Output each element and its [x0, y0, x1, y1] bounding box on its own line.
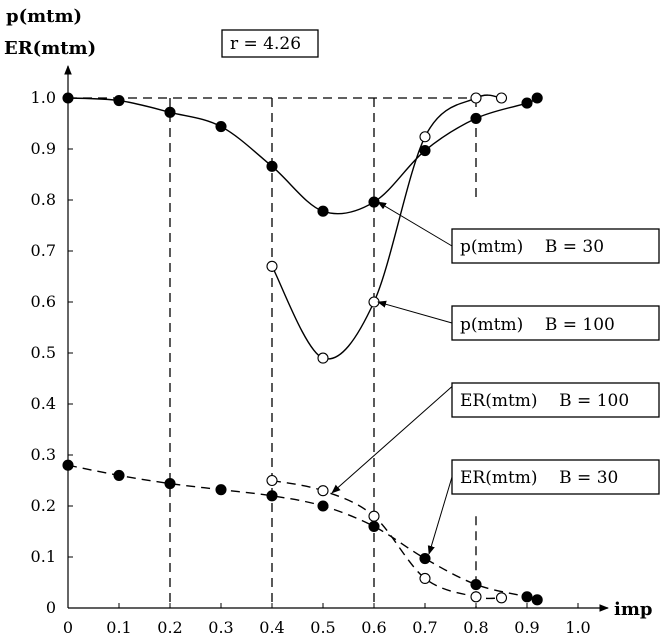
series-er-mtm-b100-legend-label: ER(mtm) B = 100	[460, 391, 629, 411]
tick-labels: 0 0.1 0.2 0.3 0.4 0.5 0.6 0.7 0.8 0.9 1.0 0 0.1 0.2 0.…	[31, 88, 591, 637]
series-p-mtm-b30-point	[62, 92, 74, 104]
series-p-mtm-b30-point	[317, 205, 329, 217]
annotation-box	[221, 29, 319, 58]
y-tick-label: 0.6	[31, 292, 56, 311]
series-p-mtm-b30-point	[215, 121, 227, 133]
y-tick-label: 1.0	[31, 88, 56, 107]
series-p-mtm-b100-legend-box	[451, 305, 660, 341]
y-tick-label: 0.8	[31, 190, 56, 209]
x-tick-label: 0	[63, 618, 73, 637]
annotation-text: r = 4.26	[230, 34, 301, 54]
series-er-mtm-b30-point	[531, 594, 543, 606]
series-p-mtm-b30-line	[67, 97, 538, 215]
series-p-mtm-b30-point	[521, 97, 533, 109]
series-er-mtm-b30-point	[266, 490, 278, 502]
axes	[64, 65, 609, 612]
y-tick-label: 0.9	[31, 139, 56, 158]
series-p-mtm-b30-legend-box	[451, 228, 660, 264]
y-tick-label: 0.4	[31, 394, 56, 413]
y-tick-label: 0	[46, 598, 56, 617]
series-p-mtm-b100-point	[495, 92, 508, 104]
series-lines	[67, 94, 538, 601]
series-er-mtm-b100-point	[368, 510, 380, 522]
series-er-mtm-b30-point	[419, 552, 431, 565]
series-p-mtm-b100-legend-label: p(mtm) B = 100	[460, 315, 615, 335]
series-p-mtm-b30-point	[266, 160, 278, 172]
series-er-mtm-b30-point	[164, 478, 176, 490]
series-er-mtm-b100-point	[266, 474, 278, 487]
series-er-mtm-b30-point	[113, 469, 125, 481]
y-tick-label: 0.7	[31, 241, 56, 260]
x-tick-label: 0.1	[106, 618, 131, 637]
y-axis-title-bottom: ER(mtm)	[4, 38, 96, 59]
series-p-mtm-b30-point	[419, 144, 431, 157]
series-p-mtm-b100-point	[470, 92, 482, 104]
series-points	[62, 92, 543, 606]
series-p-mtm-b30-point	[368, 196, 380, 208]
series-er-mtm-b30-point	[521, 591, 533, 603]
y-tick-label: 0.3	[31, 445, 56, 464]
series-er-mtm-b30-point	[470, 578, 482, 591]
series-er-mtm-b30-point	[368, 520, 380, 532]
x-tick-label: 0.6	[361, 618, 386, 637]
series-p-mtm-b100-pointer	[377, 300, 453, 324]
y-tick-label: 0.5	[31, 343, 56, 362]
series-er-mtm-b30-point	[215, 484, 227, 496]
series-er-mtm-b100-point	[470, 591, 482, 603]
series-er-mtm-b100-pointer	[331, 382, 457, 494]
x-tick-label: 0.5	[310, 618, 335, 637]
x-tick-label: 0.8	[463, 618, 488, 637]
series-p-mtm-b30-point	[164, 106, 176, 118]
series-p-mtm-b30-pointer	[377, 201, 453, 247]
y-axis-title-top: p(mtm)	[6, 6, 82, 27]
series-er-mtm-b100-point	[495, 592, 508, 604]
x-tick-label: 0.2	[157, 618, 182, 637]
series-er-mtm-b30-legend-label: ER(mtm) B = 30	[460, 468, 618, 488]
series-er-mtm-b100-point	[317, 485, 329, 497]
series-er-mtm-b30-point	[62, 459, 74, 471]
series-p-mtm-b100-point	[266, 260, 278, 272]
x-tick-label: 0.3	[208, 618, 233, 637]
series-er-mtm-b30-legend-box	[451, 459, 660, 495]
x-tick-label: 1.0	[565, 618, 590, 637]
y-tick-label: 0.2	[31, 496, 56, 515]
x-tick-label: 0.7	[412, 618, 437, 637]
reference-lines	[68, 97, 477, 608]
series-p-mtm-b30-point	[113, 95, 125, 107]
series-p-mtm-b100-point	[419, 131, 431, 143]
x-tick-label: 0.9	[514, 618, 539, 637]
y-tick-label: 0.1	[31, 547, 56, 566]
x-tick-label: 0.4	[259, 618, 284, 637]
series-er-mtm-b100-point	[419, 572, 431, 584]
series-p-mtm-b100-point	[317, 352, 329, 364]
series-p-mtm-b30-point	[531, 92, 543, 104]
x-axis-title: imp	[614, 599, 652, 620]
legend: p(mtm) B = 30 p(mtm) B = 100 ER(mtm) B = 1…	[331, 201, 660, 555]
series-p-mtm-b100-point	[368, 296, 380, 308]
series-er-mtm-b30-pointer	[427, 476, 453, 555]
series-p-mtm-b30-legend-label: p(mtm) B = 30	[460, 237, 604, 257]
series-er-mtm-b100-legend-box	[451, 382, 660, 418]
series-er-mtm-b30-point	[317, 500, 329, 512]
series-p-mtm-b30-point	[470, 112, 482, 124]
